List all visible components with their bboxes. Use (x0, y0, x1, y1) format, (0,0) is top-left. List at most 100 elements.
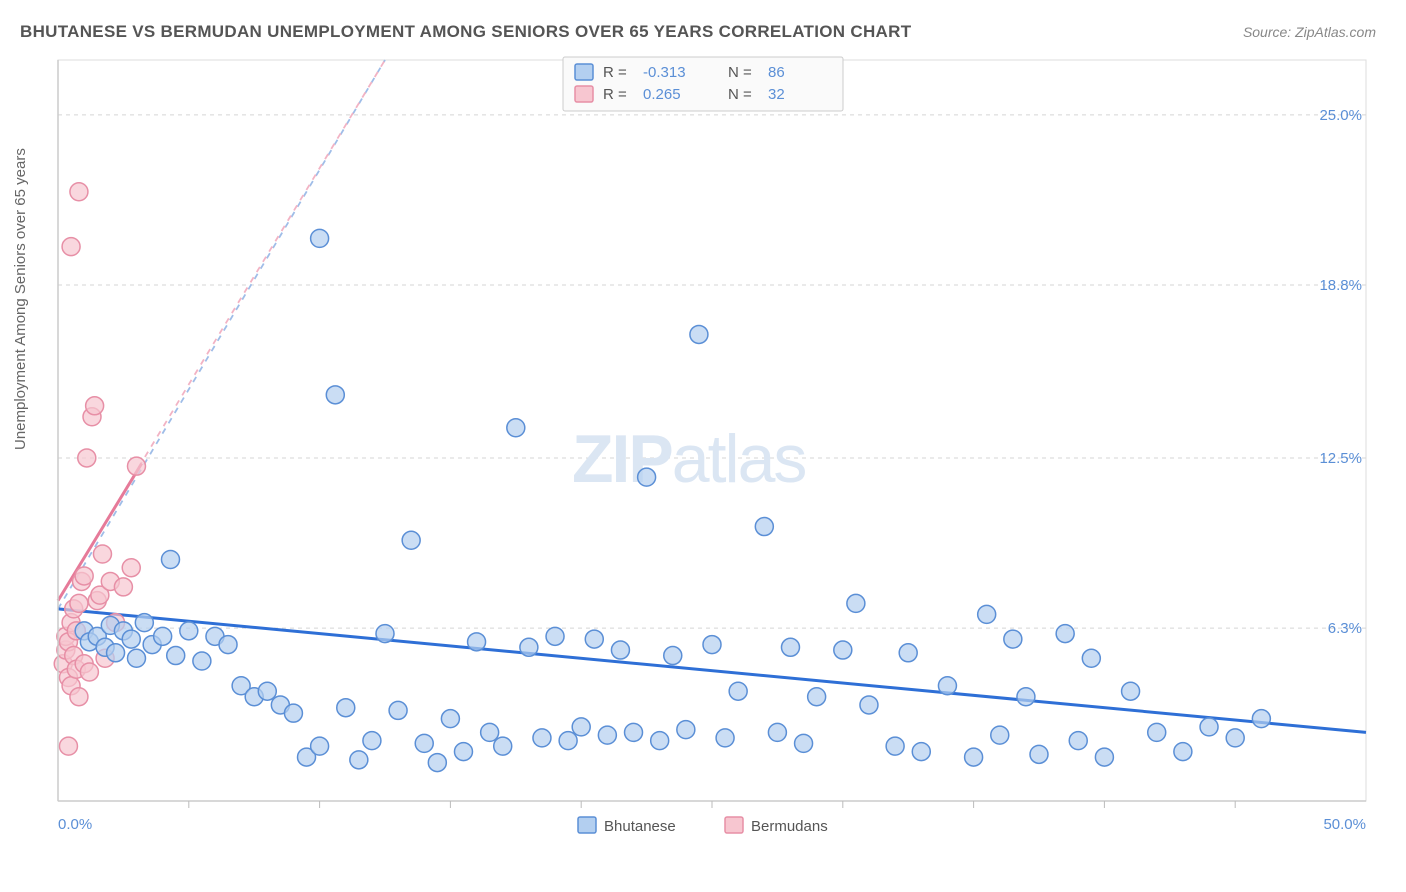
point-blue (520, 638, 538, 656)
point-blue (107, 644, 125, 662)
point-blue (350, 751, 368, 769)
point-blue (651, 732, 669, 750)
point-blue (611, 641, 629, 659)
point-blue (161, 550, 179, 568)
point-blue (507, 419, 525, 437)
point-blue (441, 710, 459, 728)
point-pink (114, 578, 132, 596)
y-tick-label: 6.3% (1328, 620, 1362, 637)
point-blue (122, 630, 140, 648)
point-blue (127, 649, 145, 667)
point-blue (135, 614, 153, 632)
point-pink (70, 594, 88, 612)
legend-swatch-pink (575, 86, 593, 102)
x-tick-label: 50.0% (1323, 816, 1366, 833)
point-blue (376, 625, 394, 643)
point-pink (93, 545, 111, 563)
point-blue (690, 325, 708, 343)
point-pink (70, 688, 88, 706)
point-blue (938, 677, 956, 695)
svg-text:N =: N = (728, 86, 752, 103)
svg-text:N =: N = (728, 64, 752, 81)
point-blue (258, 682, 276, 700)
point-blue (912, 743, 930, 761)
point-blue (326, 386, 344, 404)
point-blue (755, 518, 773, 536)
chart-title: BHUTANESE VS BERMUDAN UNEMPLOYMENT AMONG… (20, 22, 911, 42)
point-blue (494, 737, 512, 755)
legend-swatch-blue (578, 817, 596, 833)
point-blue (1148, 723, 1166, 741)
point-blue (847, 594, 865, 612)
point-blue (965, 748, 983, 766)
series-legend: Bhutanese Bermudans (578, 817, 828, 835)
x-tick-label: 0.0% (58, 816, 92, 833)
legend-swatch-pink (725, 817, 743, 833)
y-tick-label: 25.0% (1319, 107, 1362, 124)
svg-text:R =: R = (603, 86, 627, 103)
point-blue (533, 729, 551, 747)
point-blue (454, 743, 472, 761)
point-blue (677, 721, 695, 739)
point-blue (1030, 745, 1048, 763)
legend-label-blue: Bhutanese (604, 818, 676, 835)
point-blue (808, 688, 826, 706)
point-blue (899, 644, 917, 662)
svg-text:32: 32 (768, 86, 785, 103)
source-attribution: Source: ZipAtlas.com (1243, 24, 1376, 40)
point-blue (389, 701, 407, 719)
point-blue (1082, 649, 1100, 667)
point-blue (1174, 743, 1192, 761)
point-blue (154, 627, 172, 645)
legend-label-pink: Bermudans (751, 818, 828, 835)
point-blue (585, 630, 603, 648)
point-blue (363, 732, 381, 750)
point-blue (625, 723, 643, 741)
point-pink (75, 567, 93, 585)
point-blue (703, 636, 721, 654)
point-blue (572, 718, 590, 736)
point-blue (991, 726, 1009, 744)
point-blue (219, 636, 237, 654)
point-blue (311, 737, 329, 755)
point-blue (311, 229, 329, 247)
point-blue (978, 605, 996, 623)
point-blue (781, 638, 799, 656)
point-blue (1017, 688, 1035, 706)
point-blue (180, 622, 198, 640)
point-blue (402, 531, 420, 549)
point-blue (415, 734, 433, 752)
point-blue (1200, 718, 1218, 736)
chart-svg: ZIPatlas0.0%50.0%6.3%12.5%18.8%25.0%R =-… (48, 55, 1378, 835)
point-blue (167, 647, 185, 665)
svg-text:-0.313: -0.313 (643, 64, 686, 81)
point-blue (834, 641, 852, 659)
svg-text:ZIPatlas: ZIPatlas (572, 421, 805, 497)
point-blue (546, 627, 564, 645)
point-blue (1122, 682, 1140, 700)
point-blue (468, 633, 486, 651)
legend-swatch-blue (575, 64, 593, 80)
point-pink (70, 183, 88, 201)
point-blue (664, 647, 682, 665)
point-blue (559, 732, 577, 750)
point-pink (59, 737, 77, 755)
svg-text:R =: R = (603, 64, 627, 81)
point-pink (80, 663, 98, 681)
point-blue (481, 723, 499, 741)
point-blue (729, 682, 747, 700)
point-pink (86, 397, 104, 415)
y-axis-label: Unemployment Among Seniors over 65 years (12, 148, 29, 450)
point-blue (638, 468, 656, 486)
point-blue (1095, 748, 1113, 766)
point-blue (284, 704, 302, 722)
point-pink (127, 457, 145, 475)
point-blue (1252, 710, 1270, 728)
point-blue (1004, 630, 1022, 648)
scatter-chart: ZIPatlas0.0%50.0%6.3%12.5%18.8%25.0%R =-… (48, 55, 1378, 835)
point-blue (598, 726, 616, 744)
y-tick-label: 12.5% (1319, 450, 1362, 467)
point-blue (768, 723, 786, 741)
point-blue (428, 754, 446, 772)
point-blue (193, 652, 211, 670)
